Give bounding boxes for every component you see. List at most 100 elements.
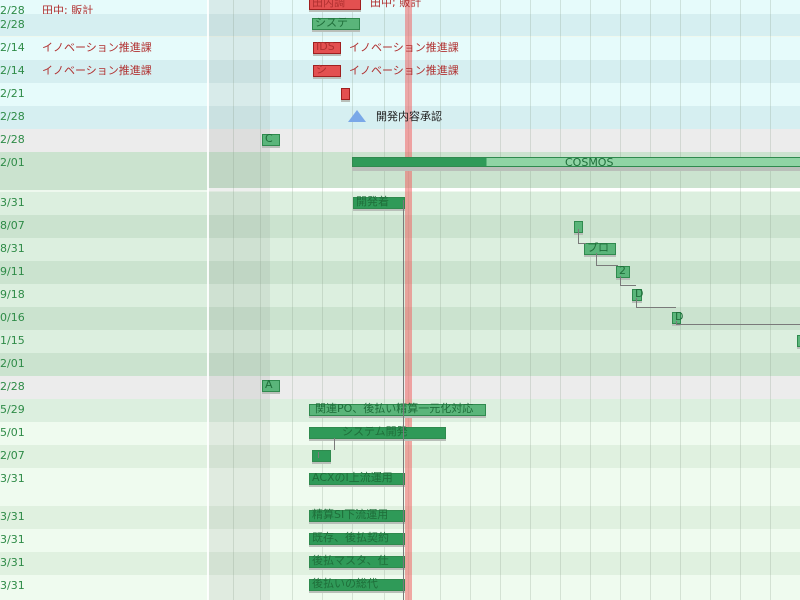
task-row[interactable]: 2/14 イノベーション推進課 bbox=[0, 37, 800, 60]
task-bar-label: 後払いの総代 bbox=[312, 577, 378, 590]
gridline bbox=[770, 0, 771, 600]
task-bar-label: シ bbox=[316, 63, 327, 76]
dependency-line bbox=[676, 324, 800, 325]
gridline bbox=[680, 0, 681, 600]
bar-owner-label: イノベーション推進課 bbox=[349, 64, 459, 77]
gridline bbox=[500, 0, 501, 600]
gridline bbox=[322, 0, 323, 600]
task-date: 2/28 bbox=[0, 133, 25, 146]
task-date: 3/31 bbox=[0, 533, 25, 546]
task-bar[interactable] bbox=[584, 243, 616, 255]
task-date: 9/18 bbox=[0, 288, 25, 301]
task-date: 2/21 bbox=[0, 87, 25, 100]
task-bar[interactable] bbox=[309, 473, 405, 485]
task-bar[interactable] bbox=[309, 427, 446, 439]
milestone-icon[interactable] bbox=[348, 110, 366, 122]
task-date: 2/14 bbox=[0, 41, 25, 54]
task-row[interactable]: 0/16 bbox=[0, 307, 800, 330]
dependency-line bbox=[620, 276, 621, 286]
task-date: 0/16 bbox=[0, 311, 25, 324]
gridline bbox=[740, 0, 741, 600]
task-row[interactable]: 2/21 bbox=[0, 83, 800, 106]
task-date: 1/15 bbox=[0, 334, 25, 347]
weekend-shading bbox=[208, 0, 270, 600]
milestone-label: 開発内容承認 bbox=[376, 110, 442, 123]
task-bar[interactable] bbox=[309, 556, 405, 568]
dependency-line bbox=[578, 243, 586, 244]
task-row[interactable]: 2/28 田中; 販計 bbox=[0, 0, 800, 17]
task-date: 5/01 bbox=[0, 426, 25, 439]
gridline bbox=[470, 0, 471, 600]
task-bar-label: 関連PO、後払い精算一元化対応 bbox=[315, 402, 474, 415]
task-responsible: 田中; 販計 bbox=[42, 4, 94, 17]
task-row[interactable]: 2/28 bbox=[0, 14, 800, 36]
task-date: 3/31 bbox=[0, 196, 25, 209]
task-bar-label: 後払マスタ、仕 bbox=[312, 554, 389, 567]
task-bar[interactable] bbox=[312, 18, 360, 30]
task-date: 8/07 bbox=[0, 219, 25, 232]
today-marker bbox=[405, 0, 412, 600]
dependency-line bbox=[596, 253, 597, 265]
task-bar[interactable] bbox=[309, 533, 405, 545]
task-bar[interactable] bbox=[309, 404, 486, 416]
dependency-line bbox=[403, 200, 404, 600]
task-bar-label: 精算SI下流運用 bbox=[312, 508, 389, 521]
task-date: 8/31 bbox=[0, 242, 25, 255]
task-row[interactable]: 2/28 bbox=[0, 129, 800, 152]
gridline bbox=[530, 0, 531, 600]
task-date: 2/28 bbox=[0, 380, 25, 393]
dependency-line bbox=[334, 438, 335, 450]
dependency-line bbox=[676, 321, 677, 325]
bar-owner-label: 田中; 販計 bbox=[370, 0, 422, 9]
task-bar[interactable] bbox=[353, 197, 405, 209]
task-date: 2/28 bbox=[0, 4, 25, 17]
task-date: 2/01 bbox=[0, 357, 25, 370]
task-row[interactable]: 9/18 bbox=[0, 284, 800, 307]
dependency-line bbox=[620, 285, 636, 286]
task-bar[interactable] bbox=[632, 289, 642, 301]
task-row[interactable]: 2/28 bbox=[0, 106, 800, 129]
column-separator[interactable] bbox=[207, 0, 209, 600]
dependency-line bbox=[596, 265, 618, 266]
task-bar-label: A bbox=[265, 378, 273, 391]
gridline bbox=[233, 0, 234, 600]
task-date: 3/31 bbox=[0, 472, 25, 485]
task-date: 2/01 bbox=[0, 156, 25, 169]
task-row[interactable]: 2/01 bbox=[0, 353, 800, 376]
task-bar[interactable] bbox=[797, 335, 800, 347]
gridline bbox=[710, 0, 711, 600]
task-bar[interactable] bbox=[309, 510, 405, 522]
task-bar-label: 田内調 bbox=[312, 0, 345, 9]
task-date: 3/31 bbox=[0, 579, 25, 592]
task-bar[interactable] bbox=[262, 134, 280, 146]
gridline bbox=[590, 0, 591, 600]
task-row[interactable]: 1/15 bbox=[0, 330, 800, 353]
task-row[interactable]: 8/07 bbox=[0, 215, 800, 238]
task-bar[interactable] bbox=[262, 380, 280, 392]
task-bar[interactable] bbox=[309, 0, 361, 10]
task-row[interactable]: 2/07 bbox=[0, 445, 800, 468]
task-bar[interactable] bbox=[352, 157, 800, 167]
task-row[interactable]: 9/11 bbox=[0, 261, 800, 284]
task-row[interactable]: 2/14 イノベーション推進課 bbox=[0, 60, 800, 83]
gridline bbox=[384, 0, 385, 600]
task-date: 2/14 bbox=[0, 64, 25, 77]
task-bar-label: システ bbox=[315, 16, 348, 29]
task-bar[interactable] bbox=[616, 266, 630, 278]
dependency-line bbox=[636, 307, 676, 308]
dependency-line bbox=[578, 229, 579, 244]
task-bar[interactable] bbox=[341, 88, 350, 100]
bar-owner-label: イノベーション推進課 bbox=[349, 41, 459, 54]
gridline bbox=[352, 0, 353, 600]
task-row[interactable]: 2/28 bbox=[0, 376, 800, 399]
section-separator bbox=[208, 188, 800, 191]
task-bar-label: システム開発 bbox=[342, 425, 408, 438]
task-date: 2/28 bbox=[0, 18, 25, 31]
task-bar[interactable] bbox=[313, 65, 341, 77]
task-bar[interactable] bbox=[313, 42, 341, 54]
task-bar[interactable] bbox=[312, 450, 331, 462]
gridline bbox=[620, 0, 621, 600]
task-bar[interactable] bbox=[309, 579, 405, 591]
task-bar-label: D bbox=[675, 310, 684, 323]
